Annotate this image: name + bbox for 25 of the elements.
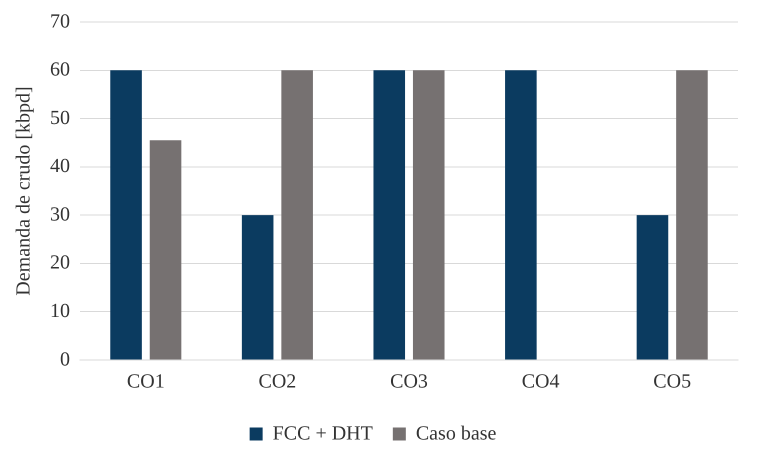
- y-tick-label: 70: [50, 10, 70, 32]
- x-tick-label: CO5: [653, 370, 692, 392]
- bar: [676, 70, 708, 360]
- bar: [281, 70, 313, 360]
- y-axis-title: Demanda de crudo [kbpd]: [12, 86, 34, 296]
- y-tick-label: 20: [50, 252, 70, 274]
- y-tick-label: 10: [50, 300, 70, 322]
- x-tick-label: CO4: [522, 370, 560, 392]
- x-tick-label: CO1: [126, 370, 165, 392]
- legend-label: Caso base: [416, 422, 496, 444]
- y-tick-label: 50: [50, 106, 70, 129]
- y-tick-label: 60: [50, 58, 70, 81]
- legend-label: FCC + DHT: [272, 422, 373, 444]
- x-tick-label: CO3: [390, 370, 428, 392]
- bar: [110, 70, 142, 360]
- bar: [505, 70, 537, 360]
- bar: [636, 215, 668, 360]
- y-tick-label: 30: [50, 203, 70, 226]
- y-tick-label: 40: [50, 155, 70, 178]
- bar: [242, 215, 274, 360]
- y-tick-label: 0: [60, 348, 70, 370]
- bar: [373, 70, 406, 360]
- x-tick-label: CO2: [258, 370, 296, 392]
- bar: [412, 70, 445, 360]
- bar: [150, 140, 182, 360]
